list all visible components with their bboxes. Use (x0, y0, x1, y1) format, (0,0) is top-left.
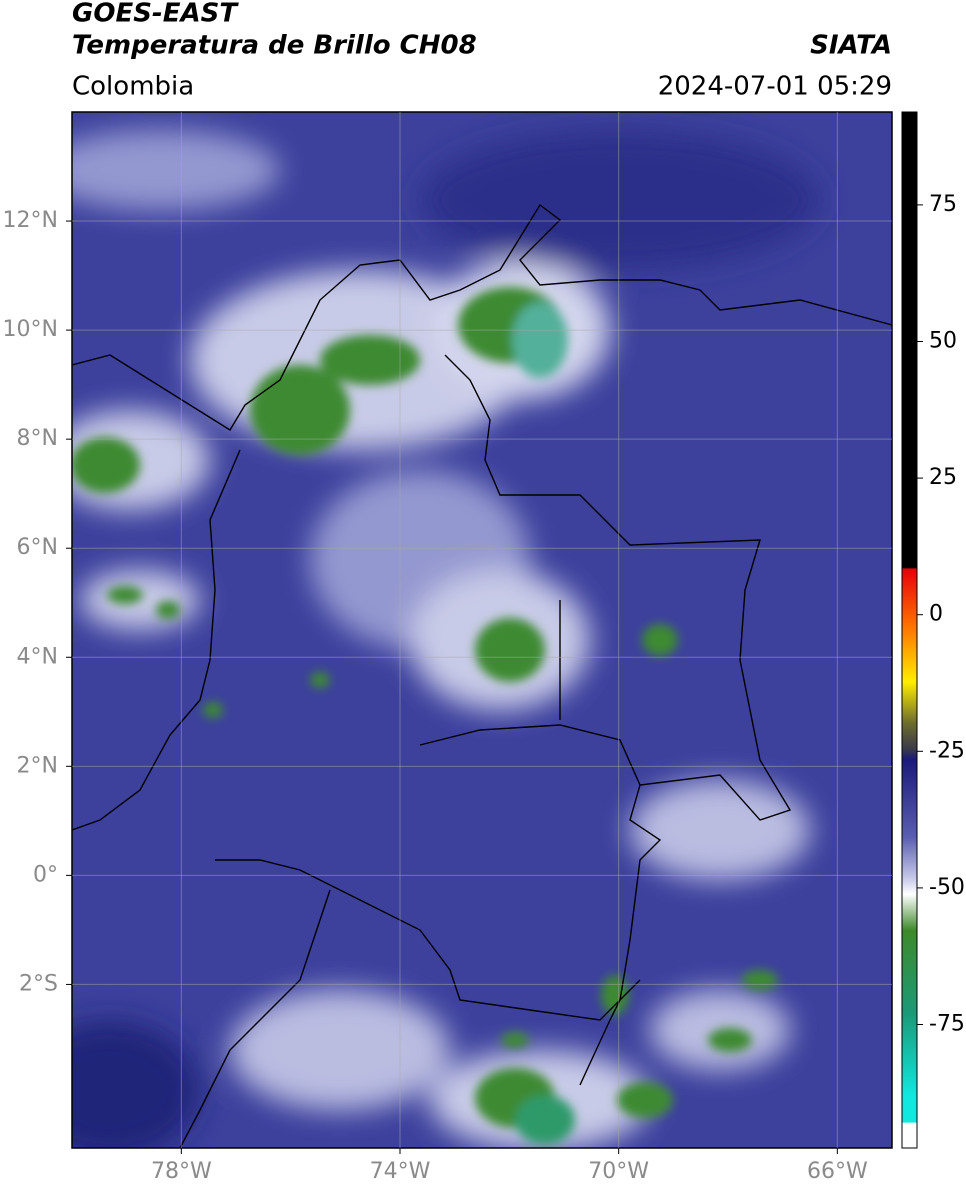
x-tick-label: 70°W (588, 1159, 649, 1184)
x-tick-label: 66°W (807, 1159, 868, 1184)
x-tick-label: 74°W (370, 1159, 431, 1184)
y-tick-label: 4°N (17, 644, 58, 669)
colorbar-tick-label: 75 (929, 192, 957, 217)
colorbar-tick-label: 25 (929, 465, 957, 490)
colorbar-tick-label: 0 (929, 602, 943, 627)
y-tick-label: 2°N (17, 753, 58, 778)
x-tick-label: 78°W (151, 1159, 212, 1184)
colorbar-tick-label: -50 (929, 875, 965, 900)
datetime: 2024-07-01 05:29 (658, 72, 892, 102)
satellite-image (72, 112, 892, 1148)
y-tick-label: 10°N (3, 317, 58, 342)
plot-frame (71, 111, 893, 1149)
colorbar (901, 111, 918, 1149)
y-tick-label: 2°S (19, 971, 58, 996)
source: SIATA (810, 31, 892, 61)
colorbar-tick-label: -25 (929, 738, 965, 763)
satellite: GOES-EAST (72, 0, 239, 29)
y-tick-label: 12°N (3, 208, 58, 233)
region: Colombia (72, 72, 194, 102)
y-tick-label: 6°N (17, 535, 58, 560)
product: Temperatura de Brillo CH08 (72, 31, 477, 61)
colorbar-tick-label: -75 (929, 1012, 965, 1037)
colorbar-tick-label: 50 (929, 328, 957, 353)
y-tick-label: 0° (33, 862, 58, 887)
y-tick-label: 8°N (17, 426, 58, 451)
